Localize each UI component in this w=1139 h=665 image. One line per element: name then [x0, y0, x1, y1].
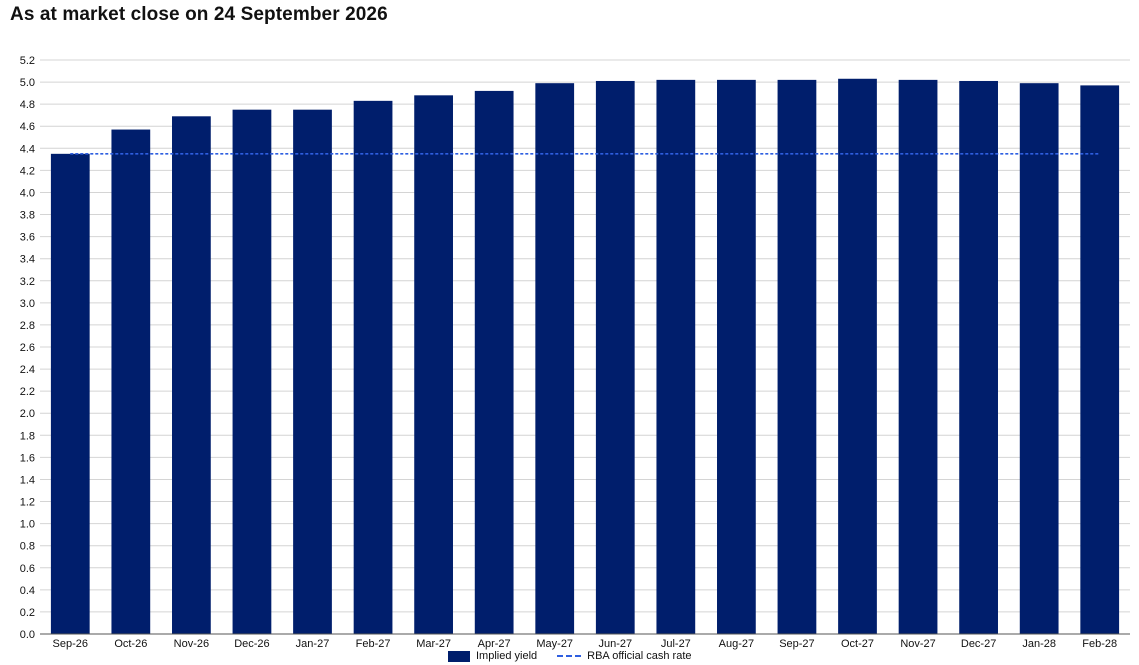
x-tick-label: Oct-26: [114, 638, 147, 650]
bar-sep-26: [50, 153, 90, 635]
bar-dec-27: [959, 80, 998, 634]
y-tick-label: 1.4: [20, 474, 35, 486]
bar-feb-27: [353, 100, 393, 635]
bar-mar-27: [414, 95, 453, 635]
y-tick-label: 0.8: [20, 541, 35, 553]
y-tick-label: 0.4: [20, 585, 35, 597]
x-tick-label: Jan-28: [1022, 638, 1056, 650]
y-tick-label: 3.4: [20, 254, 35, 266]
y-tick-label: 3.6: [20, 232, 35, 244]
x-tick-label: Aug-27: [719, 638, 754, 650]
y-tick-label: 1.0: [20, 519, 35, 531]
bar-jul-27: [656, 79, 696, 634]
bar-oct-27: [838, 78, 877, 634]
bar-jun-27: [595, 80, 635, 634]
legend-swatch-line: [557, 655, 582, 657]
legend-label-cash-rate: RBA official cash rate: [587, 650, 692, 662]
y-tick-label: 1.8: [20, 430, 35, 442]
y-tick-label: 1.2: [20, 497, 35, 509]
y-tick-label: 2.4: [20, 364, 35, 376]
y-tick-label: 2.2: [20, 386, 35, 398]
x-tick-label: Sep-27: [779, 638, 814, 650]
y-tick-label: 4.6: [20, 121, 35, 133]
legend-label-implied-yield: Implied yield: [476, 650, 538, 662]
x-tick-label: May-27: [536, 638, 573, 650]
bar-nov-27: [898, 79, 938, 634]
y-tick-label: 1.6: [20, 452, 35, 464]
y-tick-label: 5.0: [20, 77, 35, 89]
legend-swatch-bar: [448, 650, 470, 662]
y-tick-label: 2.0: [20, 408, 35, 420]
x-tick-label: Nov-27: [900, 638, 935, 650]
legend-item-cash-rate: RBA official cash rate: [557, 650, 692, 662]
y-tick-label: 0.0: [20, 629, 35, 641]
legend: Implied yield RBA official cash rate: [448, 649, 712, 663]
x-tick-label: Feb-27: [356, 638, 391, 650]
y-tick-label: 4.8: [20, 99, 35, 111]
x-axis-ticks: Sep-26 Oct-26 Nov-26 Dec-26 Jan-27 Feb-27 Mar-…: [53, 638, 1118, 650]
y-tick-label: 3.2: [20, 276, 35, 288]
bar-oct-26: [111, 129, 151, 635]
bar-sep-27: [777, 79, 817, 634]
x-tick-label: Nov-26: [174, 638, 209, 650]
y-tick-label: 3.8: [20, 210, 35, 222]
y-tick-label: 4.2: [20, 165, 35, 177]
x-tick-label: Jun-27: [598, 638, 632, 650]
x-tick-label: Jul-27: [661, 638, 691, 650]
bar-may-27: [535, 83, 575, 634]
bar-aug-27: [717, 79, 756, 634]
y-tick-label: 0.2: [20, 607, 35, 619]
y-tick-label: 4.0: [20, 187, 35, 199]
x-tick-label: Oct-27: [841, 638, 874, 650]
bar-apr-27: [474, 90, 514, 634]
y-axis-ticks: 0.0 0.2 0.4 0.6 0.8 1.0 1.2 1.4 1.6 1.8 2.0 2.2 2.4 2…: [20, 55, 35, 641]
x-tick-label: Dec-26: [234, 638, 269, 650]
bar-jan-27: [293, 109, 332, 634]
x-tick-label: Jan-27: [296, 638, 330, 650]
x-tick-label: Sep-26: [53, 638, 88, 650]
bar-dec-26: [232, 109, 272, 634]
y-tick-label: 2.8: [20, 320, 35, 332]
y-tick-label: 0.6: [20, 563, 35, 575]
bar-jan-28: [1019, 83, 1059, 634]
x-tick-label: Feb-28: [1082, 638, 1117, 650]
x-tick-label: Apr-27: [478, 638, 511, 650]
y-tick-label: 4.4: [20, 143, 35, 155]
bar-nov-26: [172, 116, 211, 635]
bar-feb-28: [1080, 85, 1120, 635]
chart-title: As at market close on 24 September 2026: [10, 4, 388, 25]
y-tick-label: 5.2: [20, 55, 35, 67]
bars: [50, 78, 1120, 635]
legend-item-implied-yield: Implied yield: [448, 650, 537, 662]
y-tick-label: 3.0: [20, 298, 35, 310]
x-tick-label: Mar-27: [416, 638, 451, 650]
x-tick-label: Dec-27: [961, 638, 996, 650]
y-tick-label: 2.6: [20, 342, 35, 354]
gridlines: [40, 59, 1130, 613]
